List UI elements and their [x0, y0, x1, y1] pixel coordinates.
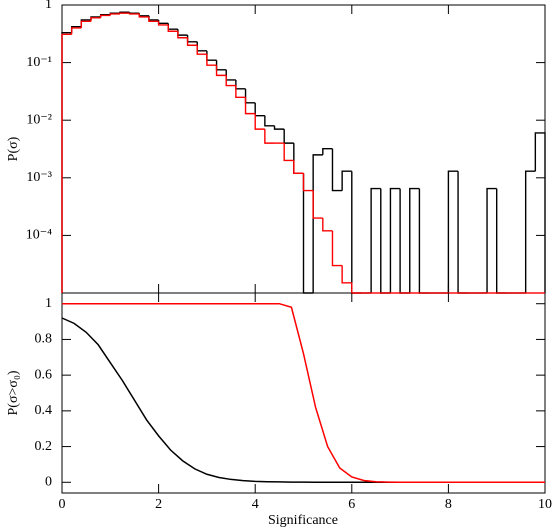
hist-step — [128, 12, 140, 14]
hist-step — [61, 33, 72, 293]
hist-step — [177, 29, 188, 36]
hist-step — [119, 12, 130, 14]
y-tick-label: 0 — [45, 475, 52, 490]
hist-step — [351, 171, 362, 294]
y-tick-label: 1 — [45, 0, 52, 12]
hist-step — [138, 13, 149, 18]
hist-step — [264, 115, 275, 127]
hist-step — [225, 75, 236, 87]
hist-step — [380, 188, 391, 294]
hist-step — [264, 129, 275, 144]
y-tick-label: 0.6 — [35, 367, 53, 382]
y-tick-label: 0.4 — [35, 403, 53, 418]
hist-step — [293, 160, 304, 174]
hist-step — [177, 31, 188, 39]
hist-step — [409, 187, 420, 293]
hist-step — [215, 60, 227, 71]
hist-step — [196, 45, 207, 55]
y-tick-label: 1 — [45, 296, 52, 311]
hist-step — [457, 171, 468, 294]
hist-step — [225, 69, 236, 81]
hist-step — [322, 148, 333, 155]
hist-step — [302, 173, 314, 192]
hist-step — [447, 170, 459, 293]
hist-step — [283, 143, 294, 162]
hist-step — [399, 188, 410, 294]
hist-step — [244, 97, 256, 115]
y-tick-label: 10⁻⁴ — [26, 228, 52, 243]
hist-step — [322, 218, 333, 232]
hist-step — [167, 23, 178, 30]
bottom-frame — [61, 292, 546, 494]
hist-step — [157, 21, 169, 26]
hist-step — [138, 13, 149, 17]
hist-step — [186, 35, 198, 43]
x-tick-label: 8 — [445, 497, 452, 512]
line — [62, 302, 545, 484]
hist-step — [148, 15, 159, 21]
hist-step — [244, 88, 256, 104]
hist-step — [254, 102, 265, 117]
hist-step — [283, 129, 294, 144]
hist-step — [186, 37, 198, 46]
hist-step — [128, 13, 140, 15]
x-tick-label: 2 — [155, 497, 162, 512]
hist-step — [331, 230, 343, 267]
x-tick-label: 6 — [348, 497, 355, 512]
hist-step — [331, 148, 343, 192]
hist-step — [157, 19, 169, 25]
hist-step — [196, 41, 207, 52]
line — [61, 317, 545, 484]
hist-step — [273, 125, 285, 130]
hist-step — [370, 187, 381, 293]
hist-step — [351, 282, 362, 294]
hist-step — [341, 170, 352, 191]
hist-step — [486, 187, 497, 293]
y-tick-label: 10⁻¹ — [26, 55, 52, 70]
y-tick-label: 0.8 — [35, 332, 53, 347]
hist-step — [80, 20, 91, 28]
y-tick-label: 10⁻³ — [26, 170, 52, 185]
x-tick-label: 0 — [59, 497, 66, 512]
hist-step — [302, 173, 314, 294]
x-axis-label: Significance — [268, 513, 338, 528]
hist-step — [70, 27, 82, 35]
x-tick-label: 10 — [538, 497, 552, 512]
hist-step — [148, 16, 159, 23]
y-axis-label: P(σ) — [6, 136, 21, 161]
hist-step — [61, 32, 72, 293]
hist-step — [206, 50, 217, 61]
hist-step — [99, 14, 111, 18]
hist-step — [496, 188, 507, 294]
y-tick-label: 10⁻² — [26, 112, 52, 127]
hist-step — [167, 24, 178, 32]
y-tick-label: 0.2 — [35, 439, 53, 454]
hist-step — [235, 79, 246, 90]
y-axis-label: P(σ>σ₀) — [6, 370, 21, 415]
hist-step — [235, 85, 246, 98]
hist-step — [534, 132, 546, 293]
hist-step — [293, 143, 304, 174]
hist-step — [418, 188, 430, 294]
hist-step — [524, 170, 536, 293]
hist-step — [215, 65, 227, 77]
x-tick-label: 4 — [252, 497, 259, 512]
hist-step — [109, 13, 120, 16]
hist-step — [341, 265, 352, 284]
hist-step — [312, 154, 323, 293]
hist-step — [389, 187, 401, 293]
hist-step — [90, 17, 101, 22]
hist-step — [206, 54, 217, 66]
hist-step — [312, 190, 323, 219]
hist-step — [254, 113, 265, 130]
